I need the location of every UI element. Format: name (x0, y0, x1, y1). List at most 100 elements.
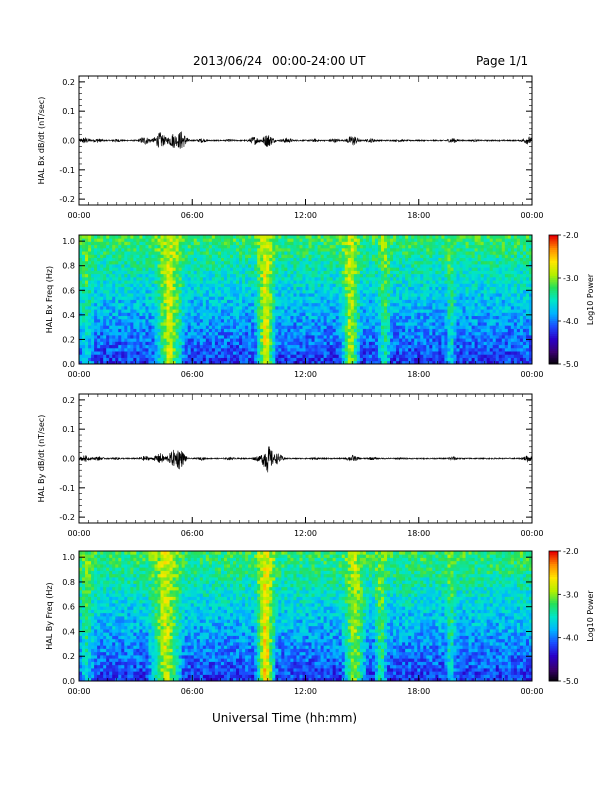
spectrogram-cell (208, 357, 213, 362)
spectrogram-cell (272, 293, 276, 297)
spectrogram-cell (154, 280, 158, 284)
spectrogram-cell (284, 344, 288, 349)
spectrogram-cell (390, 235, 394, 239)
spectrogram-cell (293, 254, 297, 258)
spectrogram-cell (172, 280, 177, 284)
spectrogram-cell (91, 351, 95, 355)
spectrogram-cell (124, 328, 128, 333)
spectrogram-cell (423, 286, 427, 291)
spectrogram-cell (175, 357, 180, 362)
spectrogram-cell (377, 334, 382, 339)
spectrogram-cell (220, 238, 225, 242)
spectrogram-cell (187, 305, 192, 310)
spectrogram-cell (314, 325, 318, 329)
spectrogram-cell (438, 283, 442, 288)
spectrogram-cell (302, 286, 306, 291)
spectrogram-cell (278, 260, 282, 265)
spectrogram-cell (272, 309, 276, 313)
spectrogram-cell (359, 322, 364, 326)
spectrogram-cell (202, 244, 207, 249)
spectrogram-cell (163, 257, 167, 262)
spectrogram-cell (263, 354, 267, 358)
spectrogram-cell (284, 254, 288, 258)
spectrogram-cell (275, 254, 279, 258)
spectrogram-cell (426, 357, 430, 362)
spectrogram-cell (426, 257, 430, 262)
spectrogram-cell (193, 347, 198, 352)
spectrogram-cell (133, 254, 137, 258)
spectrogram-cell (154, 276, 158, 281)
spectrogram-cell (184, 276, 189, 281)
spectrogram-cell (296, 322, 300, 326)
spectrogram-cell (202, 270, 207, 275)
spectrogram-cell (335, 247, 340, 252)
spectrogram-cell (257, 254, 261, 258)
spectrogram-cell (82, 315, 86, 320)
spectrogram-cell (423, 328, 427, 333)
spectrogram-cell (438, 264, 442, 268)
spectrogram-cell (157, 273, 161, 278)
x-tick-label: 12:00 (294, 211, 317, 220)
spectrogram-cell (133, 270, 137, 275)
spectrogram-cell (381, 309, 385, 313)
spectrogram-cell (163, 354, 167, 358)
spectrogram-cell (399, 276, 403, 281)
spectrogram-cell (384, 241, 388, 246)
spectrogram-cell (82, 244, 86, 249)
spectrogram-cell (254, 293, 258, 297)
spectrogram-cell (106, 334, 110, 339)
spectrogram-cell (438, 270, 442, 275)
spectrogram-cell (356, 280, 361, 284)
spectrogram-cell (299, 351, 303, 355)
spectrogram-cell (233, 289, 237, 294)
spectrogram-cell (314, 299, 318, 304)
spectrogram-cell (202, 276, 207, 281)
spectrogram-cell (311, 276, 315, 281)
spectrogram-cell (266, 328, 270, 333)
spectrogram-cell (353, 347, 358, 352)
spectrogram-cell (399, 305, 403, 310)
spectrogram-cell (278, 254, 282, 258)
spectrogram-cell (245, 267, 249, 271)
spectrogram-cell (393, 318, 397, 323)
spectrogram-cell (127, 312, 131, 317)
spectrogram-cell (202, 251, 207, 255)
spectrogram-cell (341, 347, 346, 352)
spectrogram-cell (245, 289, 249, 294)
spectrogram-cell (359, 357, 364, 362)
spectrogram-cell (305, 315, 309, 320)
spectrogram-cell (272, 270, 276, 275)
spectrogram-cell (193, 299, 198, 304)
spectrogram-cell (91, 244, 95, 249)
spectrogram-cell (151, 351, 155, 355)
spectrogram-cell (175, 280, 180, 284)
spectrogram-cell (326, 305, 331, 310)
spectrogram-cell (172, 334, 177, 339)
spectrogram-cell (290, 273, 294, 278)
spectrogram-cell (359, 344, 364, 349)
spectrogram-cell (151, 280, 155, 284)
data-trace (78, 131, 533, 149)
spectrogram-cell (405, 309, 409, 313)
spectrogram-cell (293, 235, 297, 239)
spectrogram-cell (311, 244, 315, 249)
spectrogram-cell (139, 338, 143, 342)
spectrogram-cell (217, 347, 222, 352)
spectrogram-cell (202, 289, 207, 294)
spectrogram-cell (377, 325, 382, 329)
spectrogram-cell (317, 273, 321, 278)
spectrogram-cell (356, 322, 361, 326)
spectrogram-cell (423, 260, 427, 265)
spectrogram-cell (148, 328, 152, 333)
spectrogram-cell (136, 354, 140, 358)
spectrogram-cell (299, 235, 303, 239)
spectrogram-cell (106, 315, 110, 320)
spectrogram-cell (142, 338, 146, 342)
spectrogram-cell (127, 244, 131, 249)
spectrogram-cell (230, 254, 234, 258)
spectrogram-cell (220, 241, 225, 246)
spectrogram-cell (341, 325, 346, 329)
spectrogram-cell (187, 247, 192, 252)
spectrogram-cell (130, 273, 134, 278)
spectrogram-cell (85, 331, 89, 336)
